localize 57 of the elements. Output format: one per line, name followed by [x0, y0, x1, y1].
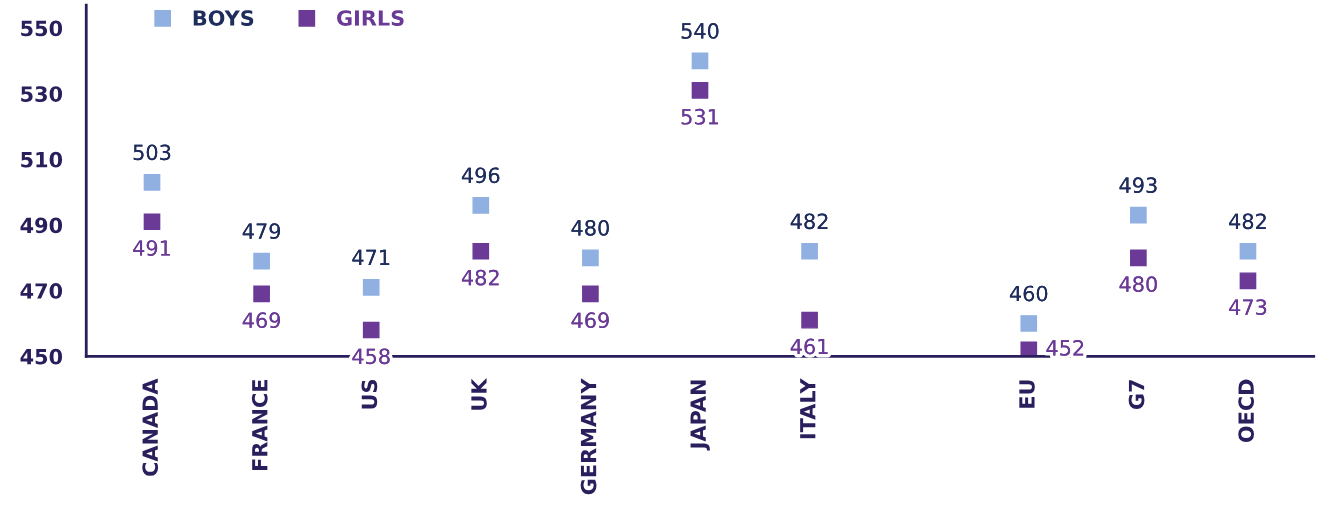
data-label: 452: [1046, 340, 1084, 356]
point: [691, 52, 709, 70]
legend-label: BOYS: [193, 10, 254, 26]
y-tick-label: 450: [20, 348, 63, 365]
point: [143, 213, 161, 231]
data-label: 503: [133, 144, 171, 161]
point: [1020, 341, 1038, 357]
x-tick-label: EU: [1019, 380, 1035, 408]
data-label: 480: [1119, 276, 1157, 293]
data-label: 482: [790, 213, 828, 230]
y-tick-label: 550: [21, 20, 63, 37]
y-tick-label: 470: [20, 283, 63, 299]
point: [253, 252, 270, 270]
x-tick-label: GERMANY: [580, 378, 597, 495]
point: [143, 174, 161, 191]
data-label: 461: [790, 338, 828, 355]
data-label: 493: [1119, 177, 1157, 194]
point: [362, 321, 380, 339]
y-tick-label: 490: [20, 217, 63, 234]
point: [1239, 272, 1257, 290]
x-tick-label: CANADA: [142, 378, 159, 476]
data-label: 469: [571, 312, 609, 329]
data-label: 473: [1229, 299, 1267, 315]
x-tick-label: ITALY: [800, 378, 816, 439]
x-tick-label: US: [361, 380, 378, 409]
x-tick-label: FRANCE: [251, 380, 268, 470]
x-tick-label: OECD: [1238, 379, 1255, 443]
data-label: 480: [571, 219, 609, 236]
point: [582, 249, 599, 267]
point: [1130, 206, 1147, 224]
data-label: 496: [461, 167, 500, 184]
legend-label: GIRLS: [337, 10, 404, 26]
point: [801, 311, 818, 329]
point: [362, 279, 380, 296]
x-tick-label: JAPAN: [690, 380, 710, 451]
point: [1130, 249, 1147, 267]
data-label: 479: [242, 223, 281, 240]
data-label: 460: [1009, 285, 1048, 302]
data-label: 469: [242, 312, 281, 329]
data-label: 531: [681, 108, 718, 125]
point: [253, 285, 270, 303]
x-tick-label: G7: [1128, 380, 1145, 410]
point: [472, 196, 490, 214]
point: [1239, 242, 1257, 260]
data-label: 471: [352, 249, 390, 265]
point: [582, 285, 599, 303]
data-label: 540: [681, 23, 719, 39]
y-tick-label: 510: [21, 151, 63, 168]
point: [1020, 315, 1038, 332]
data-label: 482: [461, 269, 499, 286]
data-label: 491: [133, 240, 170, 256]
data-label: 482: [1229, 213, 1266, 230]
y-tick-label: 530: [21, 86, 63, 102]
point: [691, 82, 709, 99]
point: [801, 242, 818, 260]
point: [472, 242, 490, 260]
x-tick-label: UK: [471, 377, 487, 410]
